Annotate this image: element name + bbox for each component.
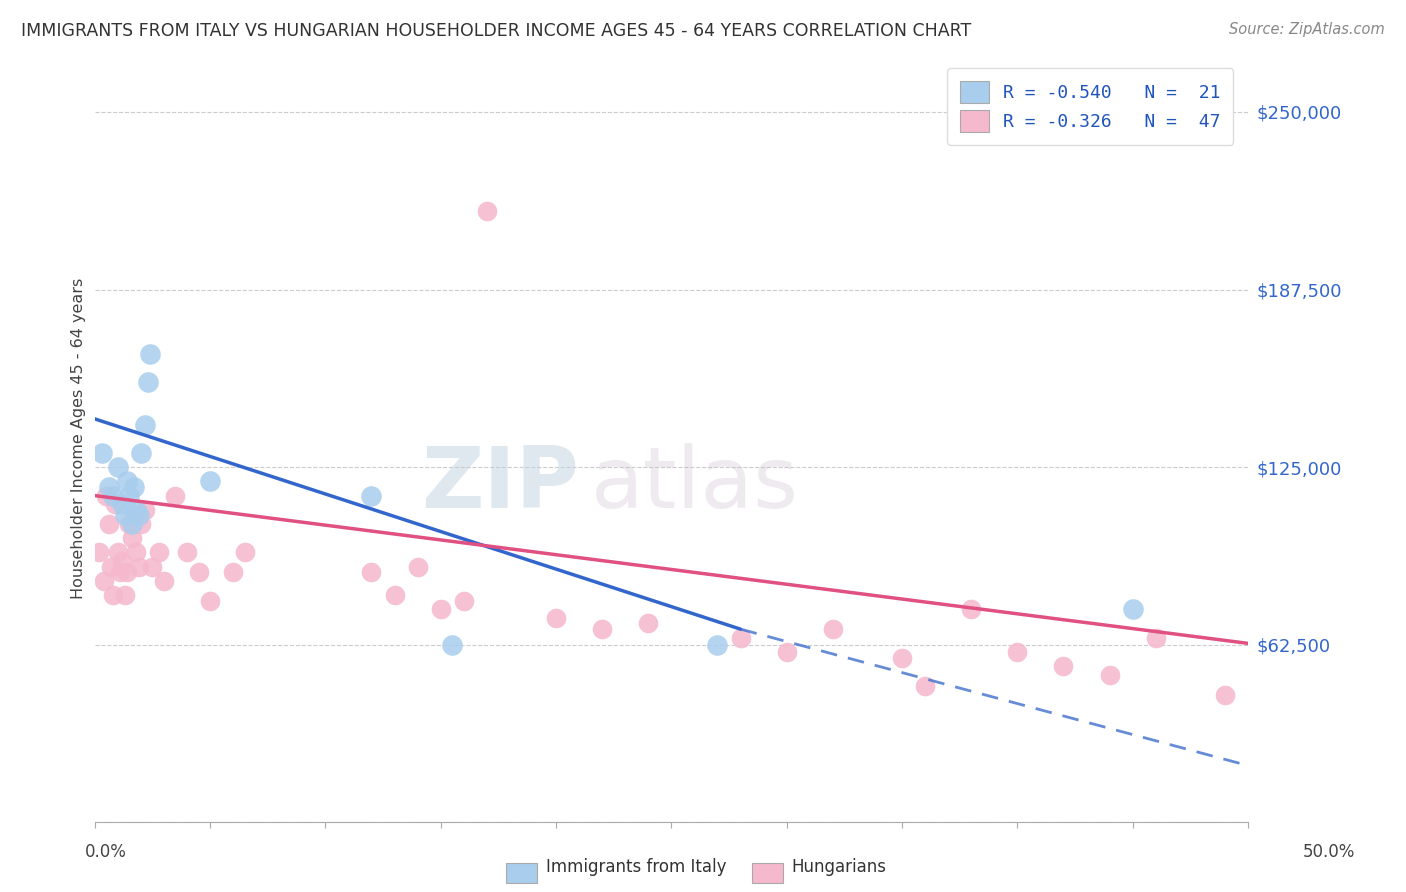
Point (129, 446, 152, 460)
Text: ZIP: ZIP (422, 443, 579, 526)
Point (93, 574, 115, 588)
Point (118, 489, 141, 503)
Point (914, 679, 936, 693)
Point (115, 566, 138, 580)
Point (384, 588, 406, 602)
Point (101, 489, 124, 503)
Point (821, 622, 844, 636)
Point (97, 480, 120, 494)
Point (1007, 645, 1029, 659)
Point (637, 616, 659, 631)
Text: atlas: atlas (591, 443, 799, 526)
Point (121, 516, 143, 531)
Point (441, 638, 464, 652)
Point (139, 346, 162, 360)
Point (1122, 602, 1144, 616)
Point (360, 566, 382, 580)
Text: Immigrants from Italy: Immigrants from Italy (546, 858, 725, 876)
Point (118, 516, 141, 531)
Point (544, 611, 567, 625)
Point (96, 489, 118, 503)
Point (406, 559, 429, 574)
Point (134, 417, 156, 432)
Text: 50.0%: 50.0% (1302, 843, 1355, 861)
Point (233, 545, 256, 559)
Point (129, 516, 152, 531)
Y-axis label: Householder Income Ages 45 - 64 years: Householder Income Ages 45 - 64 years (72, 278, 86, 599)
Point (125, 503, 148, 517)
Text: IMMIGRANTS FROM ITALY VS HUNGARIAN HOUSEHOLDER INCOME AGES 45 - 64 YEARS CORRELA: IMMIGRANTS FROM ITALY VS HUNGARIAN HOUSE… (21, 22, 972, 40)
Point (198, 593, 221, 607)
Point (134, 503, 156, 517)
Point (100, 559, 122, 574)
Point (111, 554, 134, 568)
Point (136, 375, 159, 389)
Point (153, 574, 176, 588)
Point (429, 602, 451, 616)
Point (960, 602, 983, 616)
Text: 0.0%: 0.0% (84, 843, 127, 861)
Point (104, 497, 127, 511)
Point (360, 489, 382, 503)
Point (176, 545, 198, 559)
Point (107, 460, 129, 475)
Point (706, 638, 728, 652)
Point (107, 545, 129, 559)
Point (891, 650, 914, 665)
Point (128, 508, 150, 523)
Point (198, 475, 221, 489)
Point (128, 559, 150, 574)
Point (453, 593, 475, 607)
Point (776, 645, 799, 659)
Point (108, 566, 131, 580)
Point (111, 497, 134, 511)
Point (122, 508, 145, 523)
Point (122, 480, 145, 494)
Point (114, 508, 136, 523)
Point (125, 545, 148, 559)
Point (730, 631, 752, 645)
Point (475, 204, 498, 219)
Point (90, 446, 112, 460)
Point (141, 559, 163, 574)
Point (89, 545, 111, 559)
Point (222, 566, 245, 580)
Point (1213, 688, 1236, 702)
Point (101, 588, 124, 602)
Point (114, 588, 136, 602)
Point (148, 545, 170, 559)
Point (187, 566, 209, 580)
Point (1052, 659, 1074, 673)
Point (121, 531, 143, 545)
Legend: R = -0.540   N =  21, R = -0.326   N =  47: R = -0.540 N = 21, R = -0.326 N = 47 (948, 68, 1233, 145)
Point (591, 622, 613, 636)
Text: Source: ZipAtlas.com: Source: ZipAtlas.com (1229, 22, 1385, 37)
Point (1098, 667, 1121, 681)
Point (1144, 631, 1167, 645)
Point (165, 489, 187, 503)
Point (115, 475, 138, 489)
Point (97, 516, 120, 531)
Text: Hungarians: Hungarians (792, 858, 887, 876)
